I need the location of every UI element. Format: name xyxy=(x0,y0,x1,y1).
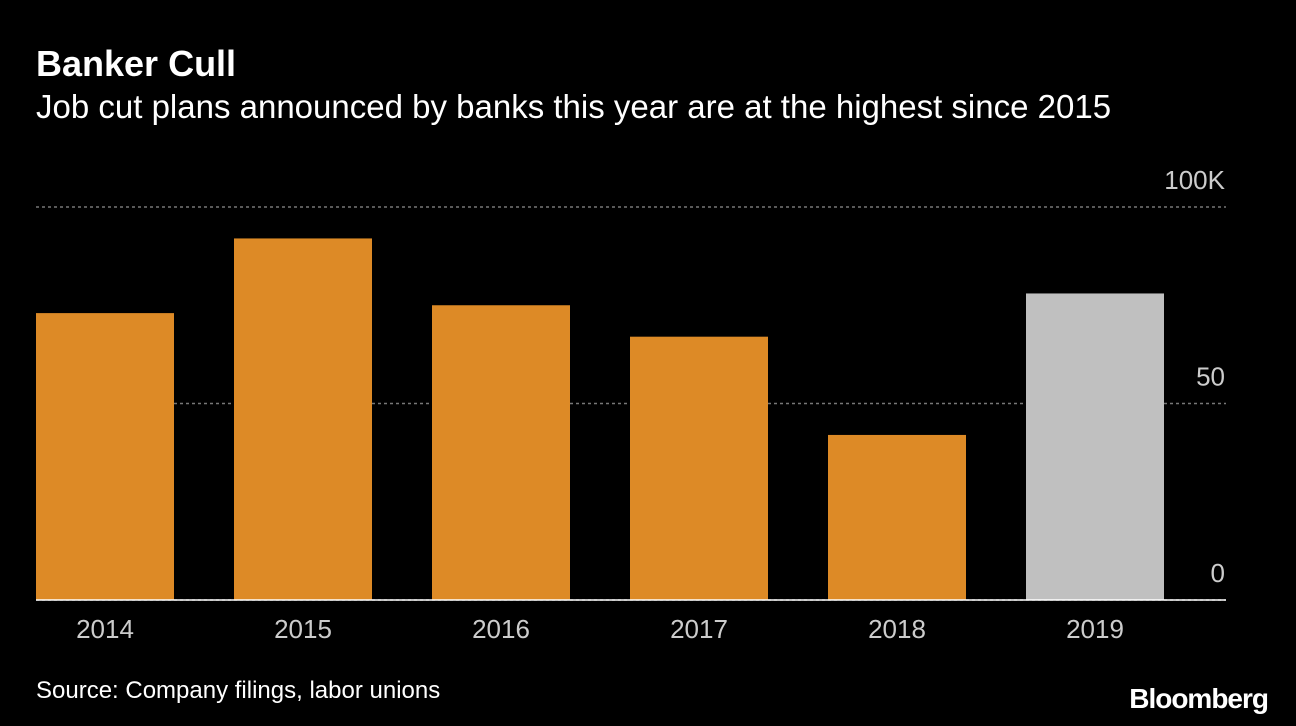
source: Source: Company filings, labor unions xyxy=(36,677,440,704)
x-tick-label: 2014 xyxy=(76,614,134,644)
y-tick-label: 100K xyxy=(1164,165,1225,195)
bar xyxy=(630,336,768,600)
chart-title: Banker Cull xyxy=(36,43,236,84)
x-tick-label: 2017 xyxy=(670,614,728,644)
x-tick-label: 2019 xyxy=(1066,614,1124,644)
bar xyxy=(828,434,966,600)
x-tick-label: 2015 xyxy=(274,614,332,644)
brand: Bloomberg xyxy=(1129,683,1268,714)
x-tick-label: 2016 xyxy=(472,614,530,644)
y-tick-label: 50 xyxy=(1196,362,1225,392)
y-tick-label: 0 xyxy=(1211,558,1225,588)
bar xyxy=(36,313,174,600)
bar xyxy=(432,305,570,600)
bar xyxy=(234,238,372,600)
bar xyxy=(1026,293,1164,600)
chart-subtitle: Job cut plans announced by banks this ye… xyxy=(36,88,1111,125)
x-tick-label: 2018 xyxy=(868,614,926,644)
